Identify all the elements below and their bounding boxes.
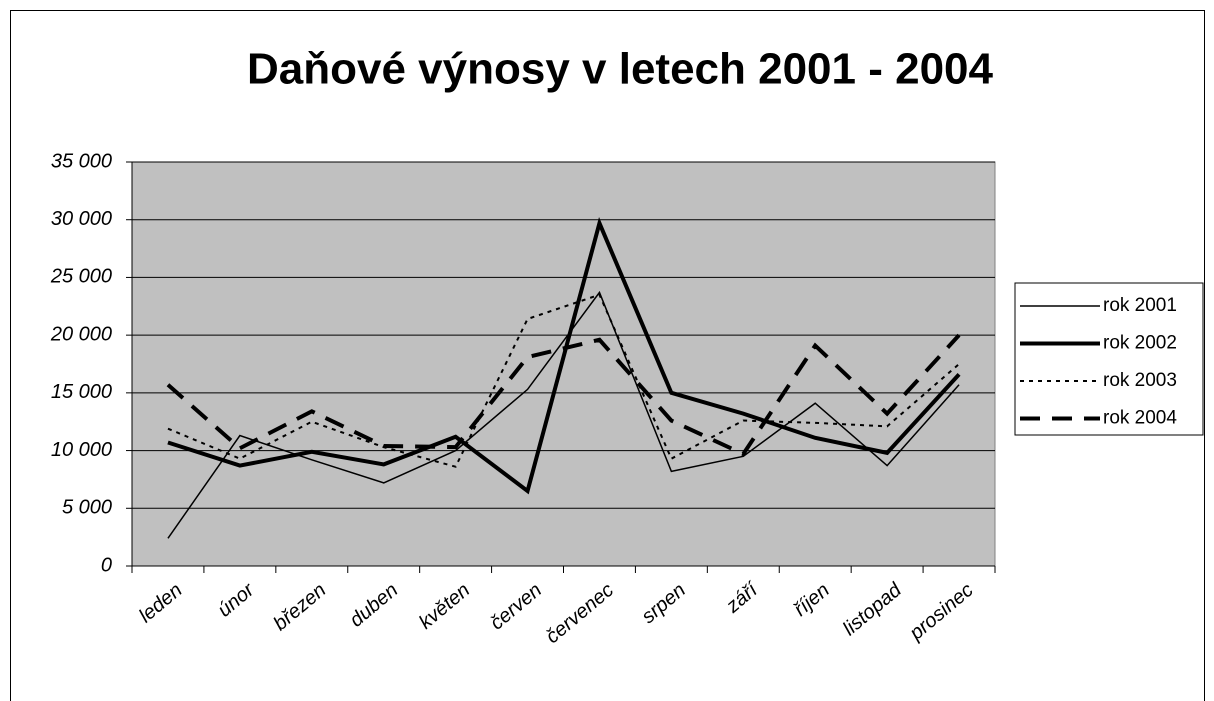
legend-label: rok 2004	[1103, 408, 1177, 429]
legend-label: rok 2002	[1103, 333, 1177, 354]
series-line	[167, 293, 960, 468]
series-line	[167, 217, 961, 495]
y-tick-label: 10 000	[51, 439, 112, 461]
y-tick-label: 15 000	[51, 381, 112, 403]
legend-label: rok 2001	[1103, 295, 1177, 316]
y-tick-label: 20 000	[50, 323, 112, 345]
legend-box	[1014, 282, 1204, 436]
y-tick-label: 0	[101, 554, 112, 576]
series-line	[166, 333, 961, 457]
chart-title: Daňové výnosy v letech 2001 - 2004	[247, 45, 994, 94]
y-tick-label: 30 000	[51, 208, 112, 230]
legend-label: rok 2003	[1103, 370, 1177, 391]
y-tick-label: 35 000	[51, 150, 112, 172]
y-tick-label: 5 000	[62, 497, 112, 519]
y-tick-label: 25 000	[50, 266, 112, 288]
